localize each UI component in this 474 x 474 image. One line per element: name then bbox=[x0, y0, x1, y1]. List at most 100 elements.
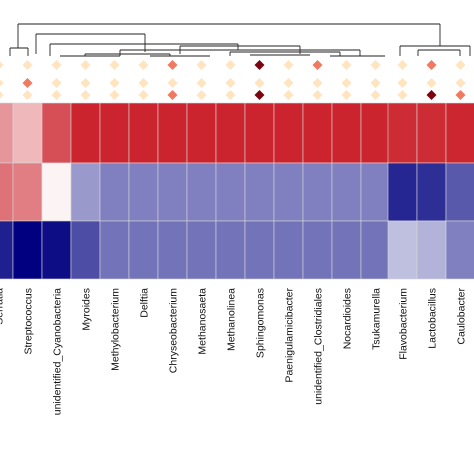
column-dendrogram bbox=[9, 23, 471, 57]
heatmap-cell-r1-sphingomonas bbox=[244, 102, 275, 164]
heatmap-cell-r3-chryseobacterium bbox=[157, 220, 188, 280]
marker-r2-paenigulamicibacter bbox=[283, 78, 294, 88]
heatmap-cell-r3-methanolinea bbox=[215, 220, 246, 280]
heatmap-cell-r2-methanolinea bbox=[215, 162, 246, 222]
heatmap-cell-r2-methylobacterium bbox=[99, 162, 130, 222]
marker-r2-unidentified-clostridiales bbox=[312, 78, 323, 88]
column-label: Serratia bbox=[0, 288, 6, 325]
marker-r1-nocardioides bbox=[341, 60, 352, 70]
marker-r2-flavobacterium bbox=[397, 78, 408, 88]
marker-r1-flavobacterium bbox=[397, 60, 408, 70]
marker-r2-methanolinea bbox=[225, 78, 236, 88]
marker-r1-paenigulamicibacter bbox=[283, 60, 294, 70]
marker-r1-delftia bbox=[138, 60, 149, 70]
heatmap-cell-r3-flavobacterium bbox=[387, 220, 418, 280]
heatmap-cell-r1-lactobacillus bbox=[416, 102, 447, 164]
marker-r1-methanosaeta bbox=[196, 60, 207, 70]
marker-r2-serratia bbox=[0, 79, 4, 87]
heatmap-cell-r2-tsukamurella bbox=[360, 162, 391, 222]
heatmap-cell-r3-caulobacter bbox=[445, 220, 474, 280]
heatmap-cell-r3-sphingomonas bbox=[244, 220, 275, 280]
marker-r2-lactobacillus bbox=[426, 78, 437, 88]
marker-r3-serratia bbox=[0, 91, 4, 99]
heatmap-cell-r3-nocardioides bbox=[331, 220, 362, 280]
marker-r1-unidentified-cyanobacteria bbox=[51, 60, 62, 70]
marker-r3-tsukamurella bbox=[370, 90, 381, 100]
significance-markers bbox=[0, 60, 466, 100]
marker-r1-myroides bbox=[80, 60, 91, 70]
marker-r1-caulobacter bbox=[455, 60, 466, 70]
heatmap-cell-r2-caulobacter bbox=[445, 162, 474, 222]
heatmap-cell-r1-unidentified-clostridiales bbox=[302, 102, 333, 164]
heatmap-cell-r1-chryseobacterium bbox=[157, 102, 188, 164]
heatmap-cell-r2-nocardioides bbox=[331, 162, 362, 222]
column-labels: Serratia Streptococcus unidentified_Cyanob… bbox=[0, 288, 468, 416]
heatmap-cell-r2-unidentified-cyanobacteria bbox=[41, 162, 72, 222]
heatmap-cells bbox=[0, 102, 474, 280]
marker-r3-caulobacter bbox=[455, 90, 466, 100]
column-label: Flavobacterium bbox=[398, 288, 410, 360]
marker-r2-unidentified-cyanobacteria bbox=[51, 78, 62, 88]
marker-r1-methanolinea bbox=[225, 60, 236, 70]
marker-r3-flavobacterium bbox=[397, 90, 408, 100]
heatmap-cell-r2-streptococcus bbox=[12, 162, 43, 222]
column-label: Nocardioides bbox=[342, 288, 354, 349]
heatmap-cell-r1-streptococcus bbox=[12, 102, 43, 164]
column-label: Tsukamurella bbox=[371, 288, 383, 350]
column-label: Streptococcus bbox=[23, 288, 35, 355]
heatmap-cell-r1-paenigulamicibacter bbox=[273, 102, 304, 164]
column-label: Chryseobacterium bbox=[168, 288, 180, 373]
heatmap-cell-r2-lactobacillus bbox=[416, 162, 447, 222]
heatmap-cell-r2-unidentified-clostridiales bbox=[302, 162, 333, 222]
column-label: Methylobacterium bbox=[110, 288, 122, 371]
marker-r1-chryseobacterium bbox=[167, 60, 178, 70]
marker-r3-methanosaeta bbox=[196, 90, 207, 100]
marker-r3-methanolinea bbox=[225, 90, 236, 100]
marker-r1-unidentified-clostridiales bbox=[312, 60, 323, 70]
marker-r2-chryseobacterium bbox=[167, 78, 178, 88]
heatmap-cell-r1-serratia bbox=[0, 102, 14, 164]
marker-r1-streptococcus bbox=[22, 60, 33, 70]
heatmap-cell-r1-flavobacterium bbox=[387, 102, 418, 164]
column-label: Lactobacillus bbox=[427, 288, 439, 349]
heatmap-cell-r1-methylobacterium bbox=[99, 102, 130, 164]
heatmap-cell-r1-unidentified-cyanobacteria bbox=[41, 102, 72, 164]
marker-r3-methylobacterium bbox=[109, 90, 120, 100]
heatmap-cell-r2-sphingomonas bbox=[244, 162, 275, 222]
heatmap-cell-r2-serratia bbox=[0, 162, 14, 222]
marker-r2-methanosaeta bbox=[196, 78, 207, 88]
marker-r1-methylobacterium bbox=[109, 60, 120, 70]
heatmap-cell-r3-serratia bbox=[0, 220, 14, 280]
marker-r2-sphingomonas bbox=[254, 78, 265, 88]
marker-r2-myroides bbox=[80, 78, 91, 88]
heatmap-cell-r3-methanosaeta bbox=[186, 220, 217, 280]
heatmap-cell-r3-streptococcus bbox=[12, 220, 43, 280]
heatmap-cell-r2-chryseobacterium bbox=[157, 162, 188, 222]
marker-r1-serratia bbox=[0, 61, 4, 69]
marker-r1-tsukamurella bbox=[370, 60, 381, 70]
column-label: Delftia bbox=[139, 288, 151, 318]
heatmap-cell-r2-myroides bbox=[70, 162, 101, 222]
marker-r2-caulobacter bbox=[455, 78, 466, 88]
column-label: Paenigulamicibacter bbox=[284, 288, 296, 383]
heatmap-cell-r2-flavobacterium bbox=[387, 162, 418, 222]
marker-r2-streptococcus bbox=[22, 78, 33, 88]
marker-r3-nocardioides bbox=[341, 90, 352, 100]
column-label: Caulobacter bbox=[456, 288, 468, 345]
heatmap-cell-r2-methanosaeta bbox=[186, 162, 217, 222]
heatmap-cell-r2-paenigulamicibacter bbox=[273, 162, 304, 222]
heatmap-cell-r1-nocardioides bbox=[331, 102, 362, 164]
heatmap-cell-r1-methanolinea bbox=[215, 102, 246, 164]
marker-r1-sphingomonas bbox=[254, 60, 265, 70]
marker-r2-delftia bbox=[138, 78, 149, 88]
column-label: Sphingomonas bbox=[255, 288, 267, 358]
heatmap-cell-r3-methylobacterium bbox=[99, 220, 130, 280]
heatmap-cell-r1-tsukamurella bbox=[360, 102, 391, 164]
heatmap-cell-r3-paenigulamicibacter bbox=[273, 220, 304, 280]
heatmap-cell-r3-lactobacillus bbox=[416, 220, 447, 280]
marker-r3-myroides bbox=[80, 90, 91, 100]
marker-r3-paenigulamicibacter bbox=[283, 90, 294, 100]
heatmap-cell-r3-delftia bbox=[128, 220, 159, 280]
heatmap-cell-r1-methanosaeta bbox=[186, 102, 217, 164]
